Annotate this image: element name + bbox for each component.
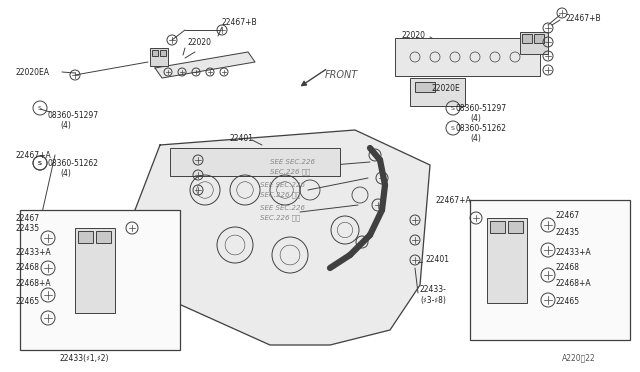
Text: 22468: 22468 <box>15 263 39 273</box>
Bar <box>487 218 527 303</box>
Text: 22467+B: 22467+B <box>222 17 258 26</box>
Text: SEE SEC.226: SEE SEC.226 <box>260 182 305 188</box>
Text: (4): (4) <box>470 134 481 142</box>
Text: 22467+B: 22467+B <box>565 13 600 22</box>
Text: S: S <box>451 125 455 131</box>
Bar <box>152 50 158 56</box>
Text: 22433(♯1,♯2): 22433(♯1,♯2) <box>60 353 109 362</box>
Text: SEE SEC.226: SEE SEC.226 <box>260 205 305 211</box>
Text: 22468+A: 22468+A <box>15 279 51 288</box>
Text: SEC.226 参照: SEC.226 参照 <box>260 192 300 198</box>
Text: 22435: 22435 <box>555 228 579 237</box>
Text: 22468: 22468 <box>555 263 579 273</box>
Bar <box>20 210 180 350</box>
Bar <box>150 48 168 66</box>
Bar <box>490 221 505 233</box>
Text: S: S <box>451 106 455 110</box>
Bar <box>170 148 340 176</box>
Text: 22467+A: 22467+A <box>435 196 471 205</box>
Text: 22467: 22467 <box>15 214 39 222</box>
Text: (4): (4) <box>470 113 481 122</box>
Text: 08360-51297: 08360-51297 <box>48 110 99 119</box>
Text: 22468+A: 22468+A <box>555 279 591 288</box>
Text: SEE SEC.226: SEE SEC.226 <box>270 159 315 165</box>
Bar <box>96 231 111 243</box>
Text: 22020EA: 22020EA <box>15 67 49 77</box>
Text: 22020: 22020 <box>402 31 426 39</box>
Bar <box>534 34 544 43</box>
Text: 22435: 22435 <box>15 224 39 232</box>
Text: 22020: 22020 <box>188 38 212 46</box>
Text: 22465: 22465 <box>15 298 39 307</box>
Text: (♯3-♯8): (♯3-♯8) <box>420 295 446 305</box>
Text: FRONT: FRONT <box>325 70 358 80</box>
Bar <box>415 82 435 92</box>
Text: (4): (4) <box>60 121 71 129</box>
Text: 22433+A: 22433+A <box>555 247 591 257</box>
Text: S: S <box>38 160 42 166</box>
Text: 22401: 22401 <box>230 134 254 142</box>
Text: 22467: 22467 <box>555 211 579 219</box>
Text: A220〆22: A220〆22 <box>562 353 596 362</box>
Text: 08360-51262: 08360-51262 <box>48 158 99 167</box>
Text: SEC.226 参照: SEC.226 参照 <box>270 169 310 175</box>
Text: 22401: 22401 <box>425 256 449 264</box>
Bar <box>520 32 548 54</box>
Text: 22020E: 22020E <box>432 83 461 93</box>
Text: S: S <box>38 106 42 110</box>
Bar <box>508 221 523 233</box>
Bar <box>522 34 532 43</box>
Text: 22433+A: 22433+A <box>15 247 51 257</box>
Text: 22467+A: 22467+A <box>15 151 51 160</box>
Bar <box>78 231 93 243</box>
Text: 08360-51262: 08360-51262 <box>455 124 506 132</box>
Bar <box>470 200 630 340</box>
Text: 22433-: 22433- <box>420 285 447 295</box>
Bar <box>410 78 465 106</box>
Polygon shape <box>155 52 255 78</box>
Bar <box>395 38 540 76</box>
Bar <box>75 228 115 313</box>
Text: SEC.226 参照: SEC.226 参照 <box>260 215 300 221</box>
Text: S: S <box>38 160 42 166</box>
Polygon shape <box>135 130 430 345</box>
Bar <box>160 50 166 56</box>
Text: 08360-51297: 08360-51297 <box>455 103 506 112</box>
Text: 22465: 22465 <box>555 298 579 307</box>
Text: (4): (4) <box>60 169 71 177</box>
